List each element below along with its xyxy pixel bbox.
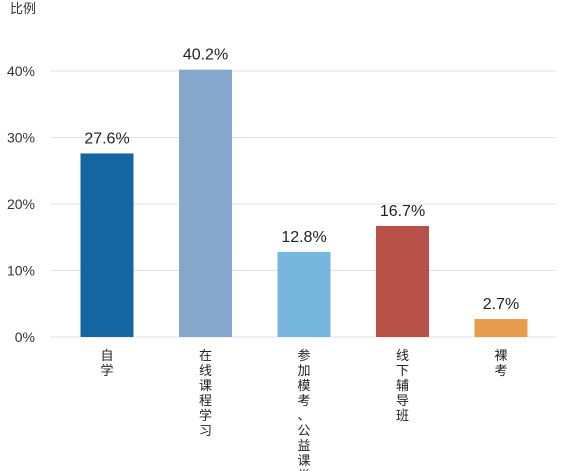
- x-axis-categories: 自学 在线课程学习 参加模考、公益课堂 线下辅导班 裸考: [100, 348, 507, 471]
- y-tick-label: 40%: [7, 63, 35, 79]
- y-axis-ticks: 0% 10% 20% 30% 40%: [7, 63, 35, 345]
- x-category-label: 在线课程学习: [199, 349, 212, 439]
- data-label: 16.7%: [380, 203, 425, 220]
- bar: [80, 153, 134, 337]
- data-labels: 27.6% 40.2% 12.8% 16.7% 2.7%: [84, 47, 519, 313]
- bar: [376, 225, 429, 337]
- data-label: 2.7%: [483, 296, 519, 313]
- y-axis-label: 比例: [10, 2, 36, 17]
- y-tick-label: 30%: [7, 130, 35, 146]
- x-category-label: 参加模考、公益课堂: [297, 348, 310, 471]
- bars: [80, 69, 528, 338]
- data-label: 12.8%: [281, 229, 326, 246]
- y-tick-label: 20%: [7, 196, 35, 212]
- x-category-label: 自学: [100, 349, 113, 379]
- y-tick-label: 0%: [15, 329, 35, 345]
- data-label: 40.2%: [183, 47, 228, 64]
- data-label: 27.6%: [84, 130, 129, 147]
- bar: [474, 319, 528, 337]
- x-category-label: 裸考: [494, 349, 507, 379]
- x-category-label: 线下辅导班: [396, 349, 409, 424]
- bar: [179, 69, 232, 338]
- y-tick-label: 10%: [7, 263, 35, 279]
- bar: [277, 251, 331, 337]
- gridlines: [50, 70, 556, 338]
